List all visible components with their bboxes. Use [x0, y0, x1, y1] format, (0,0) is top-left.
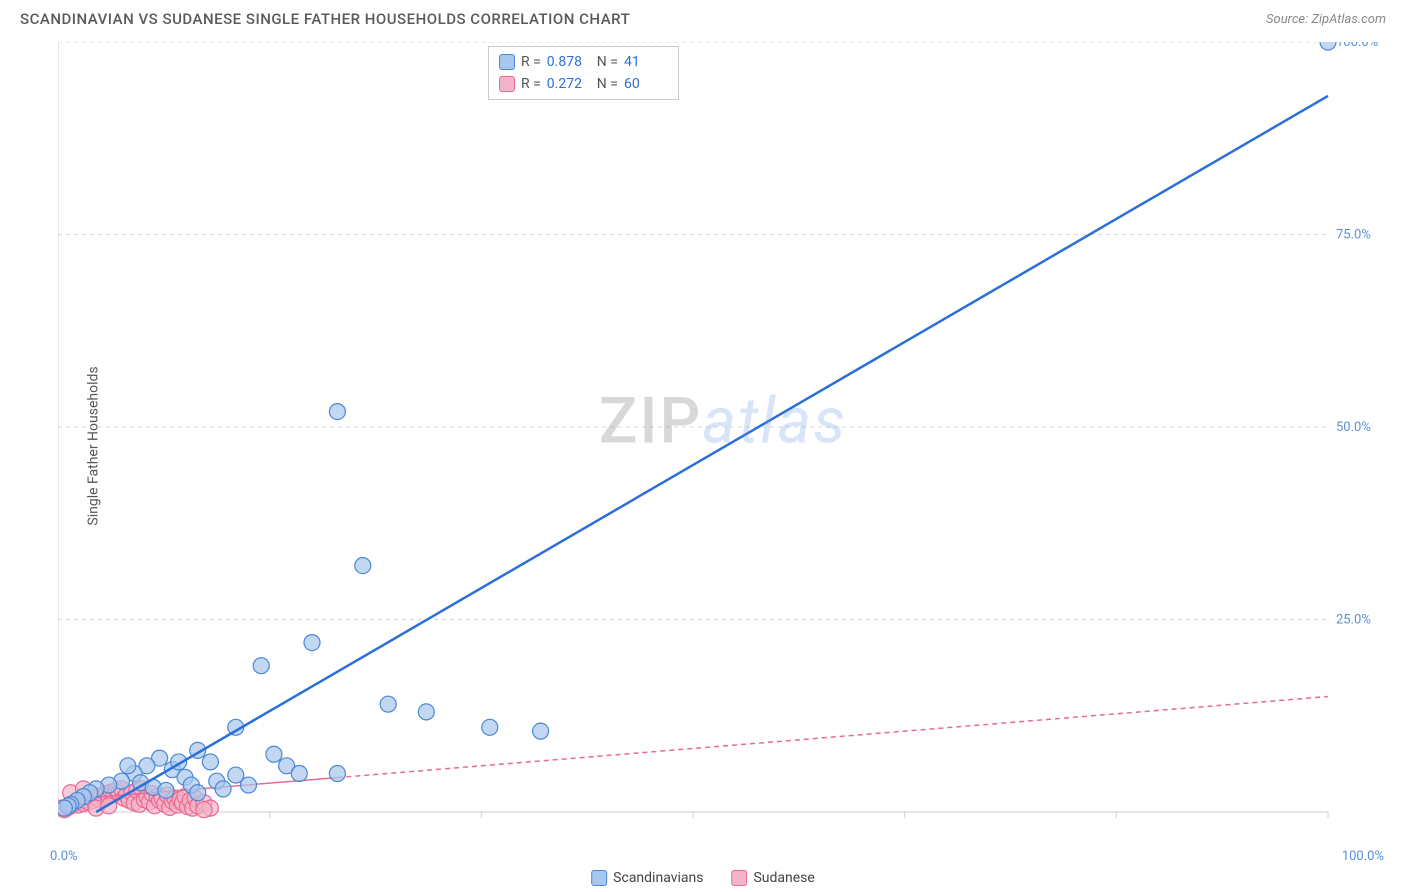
chart-title: SCANDINAVIAN VS SUDANESE SINGLE FATHER H… — [20, 10, 630, 28]
scatter-plot: 25.0% 50.0% 75.0% 100.0% — [58, 42, 1388, 832]
r-value: 0.272 — [547, 76, 591, 92]
stats-legend: R = 0.878 N = 41 R = 0.272 N = 60 — [488, 46, 679, 100]
svg-text:25.0%: 25.0% — [1336, 613, 1371, 628]
n-label: N = — [597, 54, 618, 70]
r-value: 0.878 — [547, 54, 591, 70]
n-value: 60 — [624, 76, 668, 92]
legend-label: Sudanese — [753, 870, 814, 886]
r-label: R = — [521, 54, 541, 70]
x-tick-label-max: 100.0% — [1342, 849, 1384, 864]
svg-text:50.0%: 50.0% — [1336, 420, 1371, 435]
legend-swatch-icon — [591, 870, 607, 886]
source-prefix: Source: — [1266, 12, 1311, 27]
legend-item-scandinavians: Scandinavians — [591, 870, 703, 886]
stats-legend-row: R = 0.878 N = 41 — [499, 51, 668, 73]
source-attribution: Source: ZipAtlas.com — [1266, 12, 1386, 27]
n-label: N = — [597, 76, 618, 92]
svg-text:75.0%: 75.0% — [1336, 228, 1371, 243]
chart-header: SCANDINAVIAN VS SUDANESE SINGLE FATHER H… — [0, 0, 1406, 34]
series-legend: Scandinavians Sudanese — [591, 870, 815, 886]
legend-item-sudanese: Sudanese — [731, 870, 814, 886]
svg-text:100.0%: 100.0% — [1336, 42, 1378, 50]
source-name: ZipAtlas.com — [1311, 12, 1386, 27]
legend-label: Scandinavians — [613, 870, 703, 886]
n-value: 41 — [624, 54, 668, 70]
chart-area: 25.0%50.0%75.0%100.0% ZIPatlas R =0.878N… — [58, 42, 1388, 832]
x-tick-label-min: 0.0% — [50, 849, 78, 864]
stats-legend-row: R = 0.272 N = 60 — [499, 73, 668, 95]
legend-swatch-icon — [499, 54, 515, 70]
legend-swatch-icon — [731, 870, 747, 886]
r-label: R = — [521, 76, 541, 92]
legend-swatch-icon — [499, 76, 515, 92]
